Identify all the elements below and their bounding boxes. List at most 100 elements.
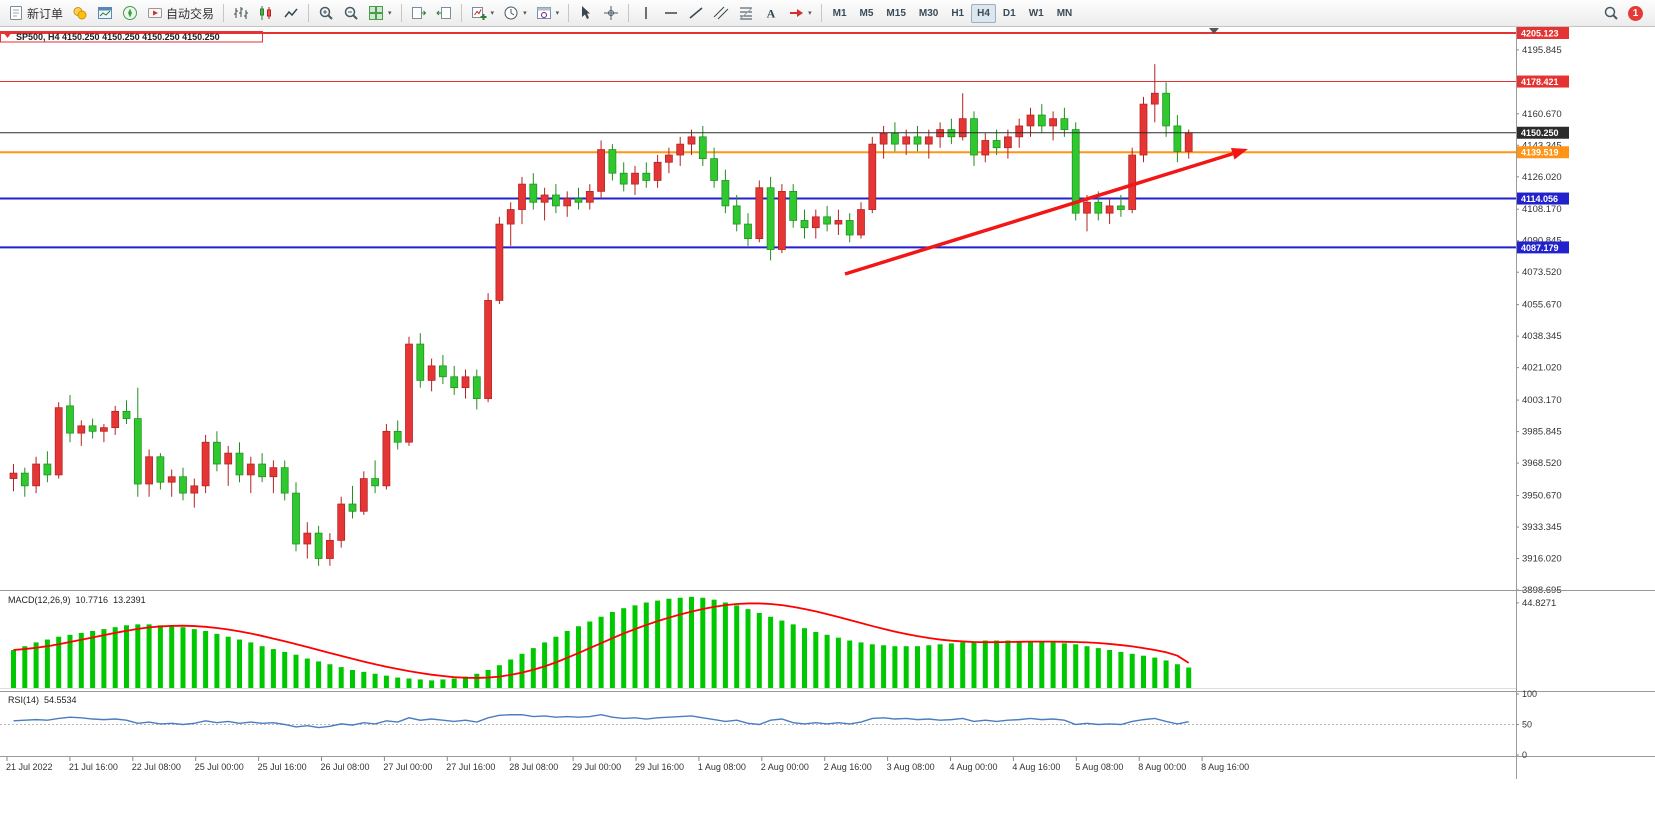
dropdown-caret-icon[interactable]: ▾ [523, 9, 527, 17]
text-label-button[interactable]: A [759, 3, 783, 23]
tile-windows-button[interactable]: ▾ [364, 3, 396, 23]
trendline-icon [689, 7, 703, 19]
bar-chart-icon [234, 7, 249, 19]
svg-text:4 Aug 00:00: 4 Aug 00:00 [950, 762, 998, 772]
svg-text:4003.170: 4003.170 [1522, 395, 1562, 406]
timeframe-m1-button[interactable]: M1 [832, 7, 847, 19]
trendline-button[interactable] [684, 3, 708, 23]
svg-text:0: 0 [1522, 750, 1527, 760]
new-order-icon [10, 6, 22, 20]
svg-text:4 Aug 16:00: 4 Aug 16:00 [1012, 762, 1060, 772]
timeframe-w1-button[interactable]: W1 [1028, 7, 1044, 19]
crosshair-button[interactable] [599, 3, 623, 23]
svg-text:4114.056: 4114.056 [1521, 194, 1558, 204]
timeframe-m30-button[interactable]: M30 [918, 7, 939, 19]
dropdown-caret-icon[interactable]: ▾ [388, 9, 392, 17]
macd-indicator-label: MACD(12,26,9) 10.7716 13.2391 [8, 595, 151, 605]
svg-text:2 Aug 00:00: 2 Aug 00:00 [761, 762, 809, 772]
svg-text:44.8271: 44.8271 [1522, 598, 1556, 609]
dropdown-caret-icon[interactable]: ▾ [555, 9, 560, 17]
timeframe-m15-button[interactable]: M15 [886, 7, 906, 19]
toolbar-separator [568, 4, 570, 22]
svg-text:3933.345: 3933.345 [1522, 522, 1562, 533]
svg-text:8 Aug 16:00: 8 Aug 16:00 [1201, 762, 1249, 772]
zoom-out-button[interactable] [339, 3, 363, 23]
arrows-icon [790, 9, 804, 17]
dropdown-caret-icon[interactable]: ▾ [490, 9, 495, 17]
svg-text:4108.170: 4108.170 [1522, 204, 1562, 215]
svg-text:3 Aug 08:00: 3 Aug 08:00 [887, 762, 935, 772]
market-watch-button[interactable] [68, 3, 92, 23]
text-label-icon: A [767, 7, 776, 21]
chart-autoscroll-button[interactable] [432, 3, 456, 23]
channel-button[interactable] [709, 3, 733, 23]
svg-text:21 Jul 16:00: 21 Jul 16:00 [69, 762, 118, 772]
cursor-button[interactable] [574, 3, 598, 23]
timeframe-d1-button[interactable]: D1 [1002, 7, 1016, 19]
price-badge [1517, 126, 1569, 139]
svg-text:25 Jul 00:00: 25 Jul 00:00 [195, 762, 244, 772]
arrows-button[interactable]: ▾ [784, 3, 816, 23]
macd-value-signal: 13.2391 [113, 595, 146, 605]
svg-text:3985.845: 3985.845 [1522, 427, 1562, 438]
fibonacci-button[interactable] [734, 3, 758, 23]
svg-text:22 Jul 08:00: 22 Jul 08:00 [132, 762, 181, 772]
new-order-button[interactable]: 新订单 [4, 3, 67, 24]
svg-text:4160.670: 4160.670 [1522, 109, 1562, 120]
toolbar-separator [460, 4, 462, 22]
notification-badge[interactable]: 1 [1628, 5, 1643, 21]
periods-icon [504, 6, 518, 20]
price-badge [1517, 75, 1569, 88]
market-watch-icon [73, 7, 87, 20]
toolbar-separator [308, 4, 310, 22]
timeframe-mn-button[interactable]: MN [1056, 7, 1073, 19]
svg-text:4090.845: 4090.845 [1522, 236, 1562, 247]
vertical-line-button[interactable] [634, 3, 658, 23]
line-chart-button[interactable] [279, 3, 303, 23]
chart-shift-marker-icon[interactable] [1209, 28, 1219, 34]
search-button[interactable] [1599, 3, 1623, 23]
templates-icon [536, 7, 551, 19]
horizontal-line-icon [665, 12, 678, 14]
svg-text:A: A [767, 7, 776, 21]
svg-text:25 Jul 16:00: 25 Jul 16:00 [258, 762, 307, 772]
chart-window-button[interactable] [93, 3, 117, 23]
title-frame [0, 31, 263, 43]
bar-chart-button[interactable] [229, 3, 253, 23]
zoom-in-button[interactable] [314, 3, 338, 23]
chart-shift-icon [411, 7, 426, 19]
toolbar-separator [820, 4, 822, 22]
candlestick-chart-icon [260, 6, 272, 20]
svg-text:4073.520: 4073.520 [1522, 267, 1562, 278]
horizontal-line-button[interactable] [659, 3, 683, 23]
chart-window-icon [98, 7, 113, 19]
new-chart-icon [471, 7, 487, 20]
zoom-in-icon [319, 6, 333, 20]
macd-value-main: 10.7716 [75, 595, 109, 605]
trend-arrow[interactable] [844, 148, 1248, 276]
price-badge [1517, 241, 1569, 254]
dropdown-caret-icon[interactable]: ▾ [808, 9, 812, 17]
auto-trading-button[interactable]: 自动交易 [143, 3, 218, 24]
toolbar-separator [400, 4, 402, 22]
search-icon [1604, 6, 1618, 20]
svg-text:4021.020: 4021.020 [1522, 363, 1562, 374]
svg-text:26 Jul 08:00: 26 Jul 08:00 [321, 762, 370, 772]
timeframe-h4-button[interactable]: H4 [971, 3, 996, 23]
timeframe-m5-button[interactable]: M5 [859, 7, 874, 19]
svg-text:100: 100 [1522, 689, 1537, 699]
new-chart-button[interactable]: ▾ [467, 3, 499, 23]
new-order-label: 新订单 [27, 6, 64, 21]
chart-canvas[interactable]: 4195.845 4160.670 4143.345 4126.020 4108.170… [0, 27, 1655, 824]
price-badge [1517, 27, 1569, 39]
timeframe-h1-button[interactable]: H1 [951, 7, 965, 19]
navigator-button[interactable] [118, 3, 142, 23]
svg-text:29 Jul 00:00: 29 Jul 00:00 [572, 762, 621, 772]
candlestick-chart-button[interactable] [254, 3, 278, 23]
svg-text:50: 50 [1522, 720, 1532, 730]
templates-button[interactable]: ▾ [532, 3, 564, 23]
svg-text:4178.421: 4178.421 [1521, 77, 1559, 87]
rsi-panel: 100 50 0 [0, 689, 1537, 760]
chart-shift-button[interactable] [407, 3, 431, 23]
periods-button[interactable]: ▾ [499, 3, 531, 23]
